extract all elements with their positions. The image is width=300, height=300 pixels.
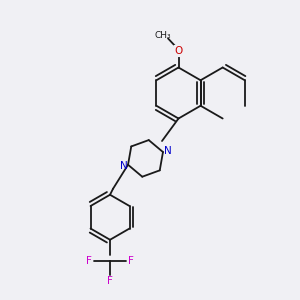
Text: F: F bbox=[86, 256, 92, 266]
Text: CH₃: CH₃ bbox=[154, 31, 171, 40]
Text: N: N bbox=[164, 146, 171, 155]
Text: N: N bbox=[120, 161, 128, 171]
Text: F: F bbox=[128, 256, 134, 266]
Text: F: F bbox=[107, 276, 113, 286]
Text: O: O bbox=[174, 46, 183, 56]
